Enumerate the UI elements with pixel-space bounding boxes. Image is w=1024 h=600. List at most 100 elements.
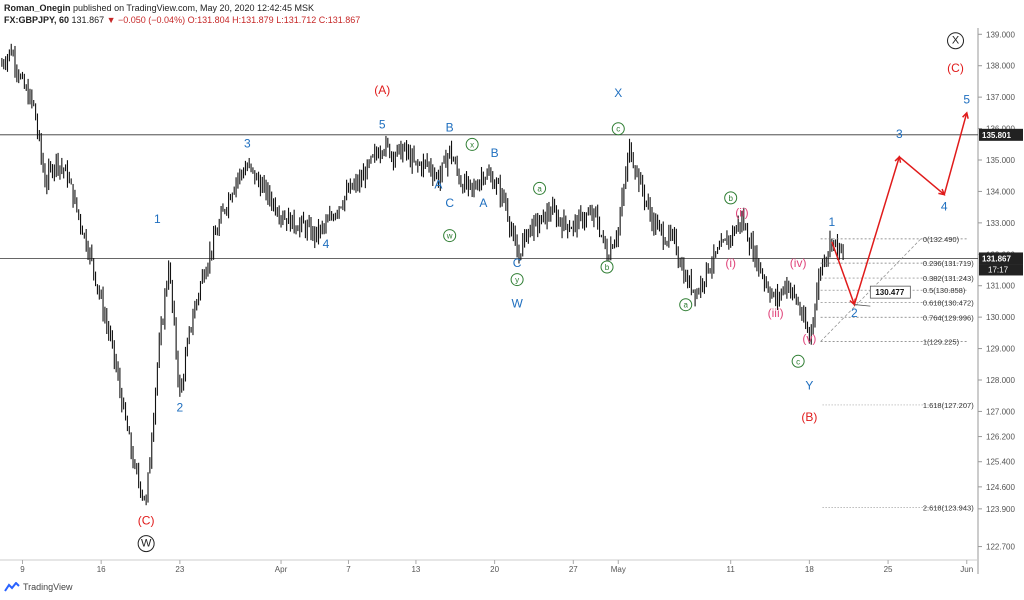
wave-label-circle [679, 298, 693, 312]
wave-label: w [446, 232, 453, 241]
wave-label: C [513, 256, 522, 270]
projection-arrowhead [849, 298, 857, 307]
wave-label-circle [533, 181, 547, 195]
wave-label-circle [510, 273, 524, 287]
price-tick-label: 124.600 [986, 483, 1015, 492]
wave-label: c [616, 125, 620, 134]
fib-level-label: 0.618(130.472) [923, 298, 974, 307]
projection-arrowhead [894, 155, 902, 163]
tradingview-logo-icon [4, 582, 20, 592]
price-tick-label: 128.000 [986, 376, 1015, 385]
price-tick-label: 137.000 [986, 93, 1015, 102]
wave-label: 1 [154, 212, 161, 226]
price-tick-label: 127.000 [986, 407, 1015, 416]
wave-label: x [470, 140, 474, 149]
publisher-line: Roman_Onegin published on TradingView.co… [4, 3, 314, 13]
publisher-name[interactable]: Roman_Onegin [4, 3, 71, 13]
time-tick-label: 25 [884, 565, 893, 574]
wave-label: 4 [323, 237, 330, 251]
wave-label-circle [724, 191, 738, 205]
wave-label: W [141, 538, 152, 550]
close-value: C:131.867 [318, 15, 361, 25]
wave-label: X [614, 86, 622, 100]
target-callout-line [854, 304, 871, 307]
wave-label: 3 [244, 136, 251, 150]
published-text: published on TradingView.com, May 20, 20… [73, 3, 315, 13]
price-tick-label: 122.700 [986, 543, 1015, 552]
price-tick-label: 139.000 [986, 30, 1015, 39]
wave-label-circle [443, 229, 457, 243]
fib-level-label: 0.236(131.719) [923, 259, 974, 268]
wave-label-circle [611, 122, 625, 136]
price-tick-label: 135.000 [986, 156, 1015, 165]
low-value: L:131.712 [276, 15, 317, 25]
wave-label: (iv) [790, 256, 807, 270]
wave-label: 3 [896, 127, 903, 141]
tradingview-logo[interactable]: TradingView [4, 582, 73, 592]
price-tick-label: 130.000 [986, 313, 1015, 322]
time-tick-label: 11 [727, 565, 736, 574]
target-price-box [869, 285, 911, 299]
projection-arrowhead [962, 111, 969, 119]
wave-label: A [434, 177, 442, 191]
price-tick-label: 129.000 [986, 345, 1015, 354]
wave-label: (C) [947, 61, 964, 75]
wave-label: (ii) [735, 206, 748, 220]
wave-label: 4 [941, 199, 948, 213]
wave-label: (B) [801, 410, 817, 424]
high-value: H:131.879 [232, 15, 274, 25]
price-countdown-box [979, 264, 1023, 276]
wave-label: 1 [829, 215, 836, 229]
fib-level-label: 2.618(123.943) [923, 504, 974, 513]
wave-label: B [446, 121, 454, 135]
price-tag-box [979, 128, 1023, 141]
time-tick-label: 18 [805, 565, 814, 574]
price-tick-label: 134.000 [986, 187, 1015, 196]
wave-label: 5 [963, 92, 970, 106]
fib-level-label: 0.764(129.996) [923, 313, 974, 322]
symbol-label: FX:GBPJPY, 60 [4, 15, 70, 25]
wave-label-circle [947, 32, 965, 50]
fib-level-label: 1(129.225) [923, 338, 960, 347]
wave-label: (v) [802, 331, 816, 345]
wave-label: a [537, 184, 542, 193]
time-tick-label: 7 [346, 565, 351, 574]
wave-label: (C) [138, 514, 155, 528]
wave-label: (iii) [768, 306, 784, 320]
time-tick-label: 13 [411, 565, 420, 574]
time-tick-label: 23 [175, 565, 184, 574]
price-tick-label: 138.000 [986, 62, 1015, 71]
time-tick-label: Apr [275, 565, 288, 574]
price-tag-box [979, 252, 1023, 265]
wave-label: B [491, 146, 499, 160]
fib-level-label: 0(132.490) [923, 235, 960, 244]
time-tick-label: Jun [960, 565, 973, 574]
price-tick-label: 133.000 [986, 219, 1015, 228]
time-tick-label: 20 [490, 565, 499, 574]
wave-label: (A) [374, 83, 390, 97]
wave-label: W [511, 297, 523, 311]
time-tick-label: 16 [97, 565, 106, 574]
wave-label: 2 [177, 400, 184, 414]
price-tick-label: 123.900 [986, 505, 1015, 514]
wave-label: a [683, 301, 688, 310]
wave-label: A [479, 196, 487, 210]
fib-level-label: 1.618(127.207) [923, 401, 974, 410]
time-tick-label: May [611, 565, 626, 574]
wave-label: b [728, 194, 733, 203]
wave-label: 2 [851, 306, 858, 320]
wave-label: Y [805, 378, 813, 392]
wave-label: y [515, 276, 519, 285]
wave-label: X [952, 35, 960, 47]
last-price: 131.867 [71, 15, 105, 25]
wave-label: C [445, 196, 454, 210]
price-tick-label: 126.200 [986, 433, 1015, 442]
fib-level-label: 0.382(131.243) [923, 274, 974, 283]
tradingview-brand: TradingView [23, 582, 73, 592]
time-tick-label: 27 [569, 565, 578, 574]
wave-label-circle [600, 260, 614, 274]
wave-label: (i) [725, 256, 736, 270]
wave-label: 5 [379, 118, 386, 132]
